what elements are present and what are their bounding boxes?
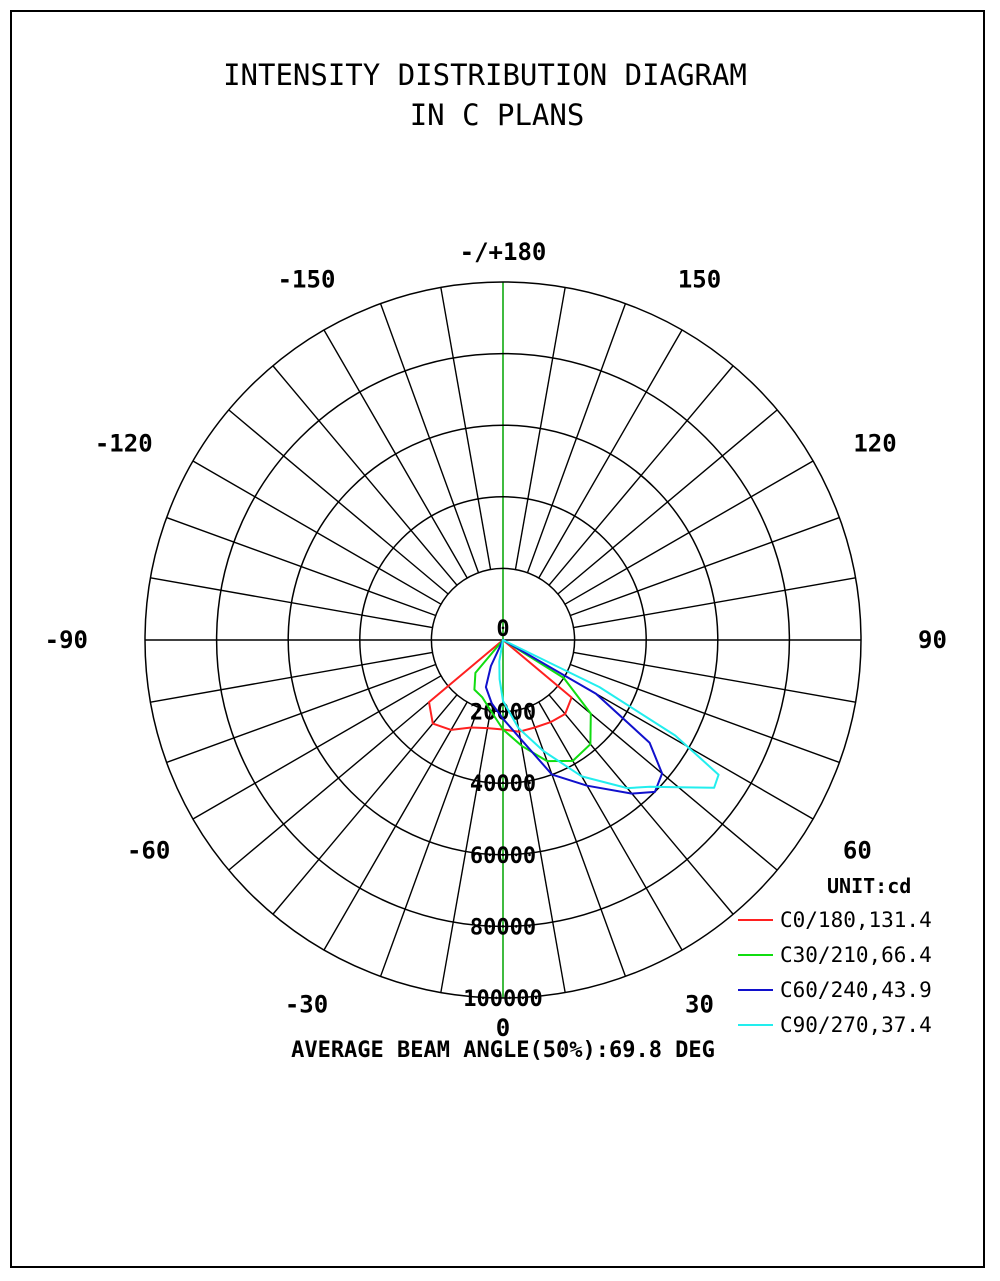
legend-label-0: C0/180,131.4 bbox=[780, 908, 932, 932]
angle-label-minus-90: -90 bbox=[45, 626, 88, 654]
legend: C0/180,131.4 C30/210,66.4 C60/240,43.9 C90/… bbox=[738, 908, 932, 1037]
angle-labels: -/+180 150 120 90 60 30 0 -30 -60 -90 -120 -150 bbox=[45, 238, 947, 1042]
angle-label-60: 60 bbox=[843, 837, 872, 865]
radial-label-40000: 40000 bbox=[470, 772, 536, 797]
radial-label-100000: 100000 bbox=[463, 987, 542, 1012]
angle-label-180: -/+180 bbox=[460, 238, 547, 266]
angle-label-120: 120 bbox=[853, 430, 896, 458]
angle-label-minus-150: -150 bbox=[278, 266, 336, 294]
angle-label-minus-60: -60 bbox=[127, 837, 170, 865]
chart-title-line-2: IN C PLANS bbox=[410, 98, 585, 132]
average-beam-angle: AVERAGE BEAM ANGLE(50%):69.8 DEG bbox=[291, 1038, 715, 1063]
grid-circle-3 bbox=[215, 352, 791, 928]
radial-label-60000: 60000 bbox=[470, 844, 536, 869]
radial-label-20000: 20000 bbox=[470, 701, 536, 726]
radial-label-80000: 80000 bbox=[470, 915, 536, 940]
legend-label-1: C30/210,66.4 bbox=[780, 943, 932, 967]
grid-circle-1 bbox=[359, 496, 647, 784]
angle-label-minus-120: -120 bbox=[95, 430, 153, 458]
grid-circle-2 bbox=[287, 424, 719, 856]
grid-circle-0 bbox=[430, 567, 576, 713]
angle-label-30: 30 bbox=[685, 990, 714, 1018]
chart-title-line-1: INTENSITY DISTRIBUTION DIAGRAM bbox=[223, 58, 747, 92]
radial-tick-labels: 0 20000 40000 60000 80000 100000 bbox=[463, 617, 542, 1012]
polar-grid bbox=[144, 281, 862, 999]
unit-label: UNIT:cd bbox=[827, 874, 911, 898]
angle-label-0: 0 bbox=[496, 1014, 510, 1042]
angle-label-150: 150 bbox=[678, 266, 721, 294]
legend-label-3: C90/270,37.4 bbox=[780, 1013, 932, 1037]
angle-label-minus-30: -30 bbox=[285, 990, 328, 1018]
radial-label-center: 0 bbox=[496, 617, 509, 642]
intensity-curves bbox=[428, 639, 720, 795]
legend-label-2: C60/240,43.9 bbox=[780, 978, 932, 1002]
curve-series-2 bbox=[484, 639, 664, 795]
chart-frame bbox=[10, 10, 985, 1268]
angle-label-90: 90 bbox=[918, 626, 947, 654]
grid-circle-4 bbox=[144, 281, 862, 999]
